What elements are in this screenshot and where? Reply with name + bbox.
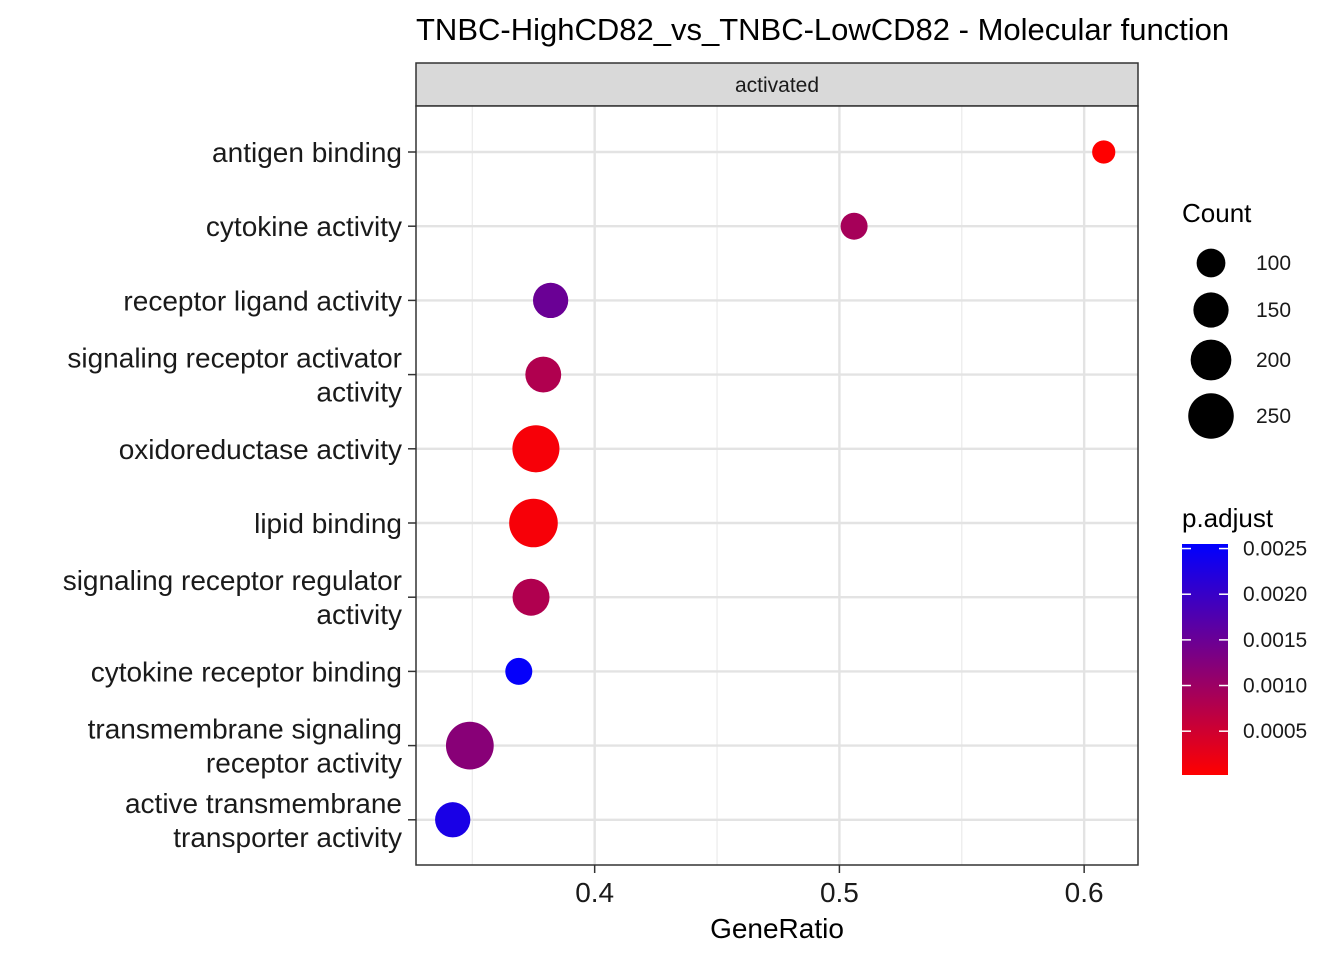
y-tick-label: transmembrane signaling xyxy=(88,714,402,745)
data-point xyxy=(435,802,471,838)
y-tick-label: receptor ligand activity xyxy=(123,285,402,316)
data-point xyxy=(505,657,533,685)
data-point xyxy=(840,212,868,240)
data-points xyxy=(435,140,1116,838)
y-tick-label: lipid binding xyxy=(254,508,402,539)
y-tick-label: active transmembrane xyxy=(125,788,402,819)
plot-panel xyxy=(416,106,1138,865)
size-legend-key xyxy=(1190,339,1232,381)
size-legend-label: 100 xyxy=(1256,252,1291,275)
size-legend-title: Count xyxy=(1182,198,1252,228)
x-axis-label: GeneRatio xyxy=(710,913,844,944)
data-point xyxy=(445,721,494,770)
y-tick-label: cytokine activity xyxy=(206,211,402,242)
y-axis: antigen binding cytokine activity receptor… xyxy=(63,137,416,853)
x-axis: 0.4 0.5 0.6 xyxy=(575,865,1104,908)
y-tick-label: cytokine receptor binding xyxy=(91,656,402,687)
facet-label: activated xyxy=(735,74,819,97)
panel-border xyxy=(415,105,1139,866)
color-legend-label: 0.0015 xyxy=(1243,629,1307,652)
data-point xyxy=(509,498,558,548)
y-tick-label: receptor activity xyxy=(206,748,402,779)
size-legend-key xyxy=(1188,393,1234,439)
data-point xyxy=(1092,140,1116,164)
data-point xyxy=(512,578,550,616)
size-legend-label: 250 xyxy=(1256,405,1291,428)
y-tick-label: transporter activity xyxy=(173,822,402,853)
facet-strip xyxy=(415,62,1139,107)
size-legend-key xyxy=(1193,292,1229,328)
x-tick-label: 0.4 xyxy=(575,877,614,908)
y-tick-label: oxidoreductase activity xyxy=(119,434,402,465)
size-legend: Count 100 150 200 250 xyxy=(1182,198,1291,439)
data-point xyxy=(532,282,569,319)
data-point xyxy=(512,425,560,473)
y-tick-label: activity xyxy=(316,599,402,630)
y-tick-label: signaling receptor regulator xyxy=(63,565,402,596)
y-tick-label: antigen binding xyxy=(212,137,402,168)
size-legend-label: 200 xyxy=(1256,349,1291,372)
size-legend-label: 150 xyxy=(1256,299,1291,322)
color-legend-label: 0.0025 xyxy=(1243,538,1307,561)
color-legend: p.adjust 0.0025 0.0020 0.0015 0.0010 0.0005 xyxy=(1182,503,1307,775)
size-legend-key xyxy=(1196,248,1226,278)
chart-title: TNBC-HighCD82_vs_TNBC-LowCD82 - Molecula… xyxy=(416,12,1229,47)
color-legend-title: p.adjust xyxy=(1182,503,1274,533)
color-legend-label: 0.0020 xyxy=(1243,583,1307,606)
color-legend-label: 0.0010 xyxy=(1243,675,1307,698)
y-tick-label: activity xyxy=(316,377,402,408)
color-legend-label: 0.0005 xyxy=(1243,720,1307,743)
y-tick-label: signaling receptor activator xyxy=(67,343,402,374)
color-bar xyxy=(1182,544,1228,775)
x-tick-label: 0.5 xyxy=(820,877,859,908)
x-tick-label: 0.6 xyxy=(1065,877,1104,908)
data-point xyxy=(525,356,562,393)
